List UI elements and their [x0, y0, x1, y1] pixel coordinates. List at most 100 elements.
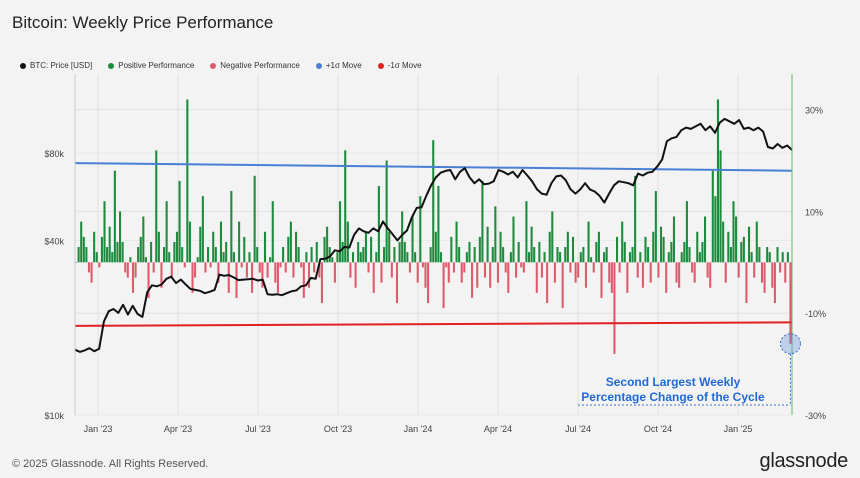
performance-bar: [610, 262, 613, 293]
performance-bar: [439, 252, 443, 263]
btc-price-line: [74, 117, 793, 353]
performance-bar: [292, 262, 295, 278]
performance-bar: [587, 221, 590, 263]
legend-item-plus-sigma[interactable]: +1σ Move: [315, 61, 362, 70]
legend-item-positive[interactable]: Positive Performance: [108, 61, 194, 70]
performance-bar: [284, 262, 287, 273]
performance-bar: [398, 241, 401, 263]
performance-bar: [595, 241, 598, 263]
performance-bar: [729, 247, 732, 263]
performance-bar: [230, 191, 233, 263]
performance-bar: [615, 236, 619, 263]
performance-bar: [364, 231, 367, 263]
performance-bar: [564, 247, 567, 263]
grid: [75, 74, 792, 416]
performance-bar: [618, 262, 621, 273]
performance-bar: [527, 252, 531, 263]
performance-bar: [323, 236, 326, 263]
performance-bar: [256, 247, 259, 263]
performance-bar: [773, 262, 776, 304]
performance-bar: [691, 262, 694, 273]
performance-bar: [789, 262, 792, 344]
performance-bar: [683, 241, 686, 263]
performance-bar: [515, 262, 518, 278]
performance-bar: [336, 252, 339, 263]
performance-bar: [258, 262, 261, 273]
performance-bar: [590, 257, 593, 263]
performance-bar: [556, 247, 559, 263]
performance-bar: [706, 262, 709, 278]
performance-bar: [626, 262, 629, 293]
legend-label-plus-sigma: +1σ Move: [325, 61, 362, 70]
performance-bar: [460, 262, 463, 283]
performance-bar: [649, 262, 652, 283]
performance-bar: [603, 252, 606, 263]
performance-bar: [489, 262, 492, 288]
performance-bar: [434, 231, 437, 263]
performance-bar: [716, 99, 720, 263]
performance-bar: [266, 262, 269, 278]
x-tick-label: Oct '24: [644, 424, 672, 434]
performance-bar: [701, 241, 704, 263]
performance-bar: [271, 201, 274, 263]
performance-bar: [714, 196, 717, 263]
performance-bar: [395, 262, 399, 304]
performance-bar: [113, 170, 116, 263]
performance-bar: [665, 262, 668, 293]
performance-bar: [383, 247, 386, 263]
legend-dot-minus-sigma: [377, 62, 384, 69]
performance-bar: [116, 241, 119, 263]
performance-bar: [263, 231, 267, 263]
performance-bar: [605, 247, 608, 263]
performance-bar: [232, 252, 235, 263]
performance-bar: [124, 262, 127, 273]
performance-bar: [553, 262, 556, 283]
performance-bar: [238, 221, 241, 263]
performance-bar: [403, 241, 406, 263]
legend-dot-plus-sigma: [315, 62, 322, 69]
legend: BTC: Price [USD] Positive Performance Ne…: [20, 61, 422, 70]
performance-bar: [173, 241, 176, 263]
legend-label-negative: Negative Performance: [220, 61, 300, 70]
performance-bar: [372, 262, 375, 293]
performance-bar: [359, 252, 362, 263]
performance-bar: [458, 247, 461, 263]
performance-bar: [111, 252, 114, 263]
performance-bar: [760, 262, 764, 283]
performance-bar: [186, 99, 189, 263]
performance-bar: [349, 262, 352, 278]
performance-bar: [424, 262, 427, 288]
btc-price-line-group: [74, 117, 793, 353]
performance-bar: [204, 262, 207, 273]
performance-bar: [696, 231, 699, 263]
performance-bar: [776, 247, 779, 263]
legend-item-negative[interactable]: Negative Performance: [210, 61, 300, 70]
legend-item-minus-sigma[interactable]: -1σ Move: [377, 61, 422, 70]
performance-bar: [295, 231, 298, 263]
performance-bar: [427, 262, 430, 304]
performance-bar: [388, 231, 391, 263]
legend-label-positive: Positive Performance: [118, 61, 195, 70]
y-left-tick-label: $40k: [44, 236, 64, 246]
performance-bar: [561, 262, 564, 309]
legend-item-btc-price[interactable]: BTC: Price [USD]: [20, 61, 92, 70]
performance-bar: [142, 216, 145, 263]
performance-bar: [533, 247, 536, 263]
performance-bar: [732, 201, 735, 263]
performance-bar: [494, 206, 497, 263]
performance-bar: [199, 226, 202, 263]
performance-bar: [380, 262, 383, 283]
performance-bar: [483, 262, 487, 278]
performance-bar: [559, 252, 562, 263]
performance-bar: [504, 262, 507, 273]
performance-bar: [737, 262, 740, 278]
performance-bar: [261, 262, 264, 288]
performance-bar: [471, 262, 474, 298]
performance-bar: [468, 241, 471, 263]
performance-bar: [421, 262, 424, 268]
performance-bar: [579, 252, 582, 263]
performance-bar: [481, 180, 484, 263]
x-tick-label: Jan '24: [404, 424, 433, 434]
performance-bar: [225, 241, 228, 263]
performance-bar: [188, 221, 191, 263]
